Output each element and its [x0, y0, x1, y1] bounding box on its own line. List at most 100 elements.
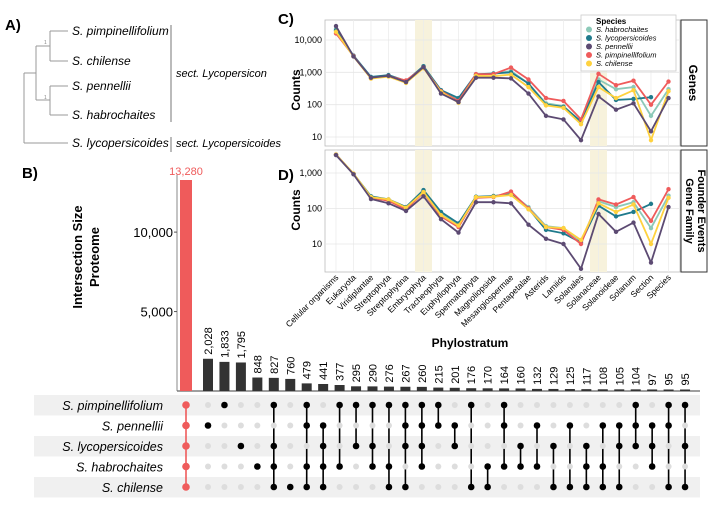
- series-line: [335, 153, 670, 247]
- matrix-dot-empty: [599, 443, 606, 449]
- series-point: [421, 194, 426, 199]
- series-point: [648, 241, 654, 247]
- legend-swatch: [586, 52, 592, 58]
- matrix-dot-empty: [468, 443, 475, 449]
- series-point: [648, 137, 654, 143]
- intersection-bar: [285, 378, 296, 391]
- matrix-dot-filled: [615, 422, 623, 429]
- matrix-dot-filled: [500, 463, 508, 470]
- bar-value-label: 125: [565, 367, 577, 385]
- y-tick-label: 5,000: [140, 305, 173, 320]
- matrix-dot-empty: [237, 402, 244, 408]
- matrix-dot-empty: [221, 443, 228, 449]
- set-label: S. chilense: [102, 481, 163, 495]
- legend-swatch: [586, 60, 592, 67]
- matrix-dot-filled: [303, 463, 311, 470]
- series-point: [631, 96, 636, 102]
- matrix-dot-filled: [221, 401, 228, 409]
- intersection-bar: [416, 386, 427, 391]
- matrix-dot-empty: [517, 422, 524, 429]
- series-point: [526, 81, 531, 86]
- series-point: [368, 75, 374, 80]
- series-point: [473, 75, 479, 80]
- matrix-dot-filled: [665, 401, 672, 409]
- series-point: [456, 223, 461, 228]
- matrix-dot-empty: [237, 463, 244, 470]
- series-point: [386, 73, 391, 79]
- intersection-bar: [647, 389, 658, 391]
- strip-label: Gene Family: [683, 178, 695, 244]
- matrix-dot-empty: [237, 422, 244, 429]
- series-point: [596, 197, 601, 202]
- matrix-dot-filled: [204, 422, 212, 429]
- matrix-dot-empty: [484, 402, 491, 408]
- matrix-dot-filled: [599, 463, 607, 470]
- bar-value-label: 260: [417, 365, 429, 383]
- intersection-bar: [334, 385, 345, 391]
- series-point: [666, 204, 671, 210]
- matrix-dot-empty: [237, 484, 244, 490]
- matrix-dot-empty: [682, 463, 689, 470]
- series-point: [596, 79, 601, 85]
- series-point: [491, 200, 496, 205]
- series-point: [543, 224, 549, 230]
- bar-value-label: 827: [269, 356, 281, 374]
- matrix-dot-filled: [681, 401, 689, 409]
- series-point: [543, 113, 549, 119]
- series-line: [335, 25, 670, 142]
- series-point: [596, 201, 601, 206]
- bar-value-label: 479: [302, 361, 314, 379]
- series-point: [333, 23, 339, 29]
- series-point: [508, 65, 514, 70]
- series-point: [631, 202, 636, 207]
- matrix-dot-filled: [435, 401, 442, 409]
- bar-value-label: 95: [680, 373, 692, 385]
- intersection-bar: [680, 389, 691, 391]
- matrix-dot-filled: [402, 422, 409, 429]
- matrix-dot-filled: [270, 463, 278, 470]
- matrix-dot-filled: [369, 401, 376, 409]
- series-point: [613, 95, 619, 101]
- set-label: S. pimpinellifolium: [62, 399, 163, 413]
- matrix-dot-filled: [517, 442, 524, 450]
- series-point: [351, 172, 356, 177]
- intersection-bar: [351, 386, 362, 391]
- matrix-dot-filled: [648, 463, 656, 470]
- matrix-dot-empty: [418, 484, 425, 490]
- series-point: [561, 231, 566, 236]
- series-point: [613, 107, 619, 112]
- series-point: [333, 152, 339, 158]
- matrix-dot-filled: [319, 442, 327, 450]
- matrix-dot-filled: [632, 442, 639, 450]
- matrix-dot-filled: [583, 483, 590, 491]
- bar-value-label: 160: [516, 366, 528, 384]
- series-point: [648, 95, 654, 100]
- matrix-dot-filled: [270, 442, 278, 450]
- series-point: [526, 84, 531, 90]
- bar-value-label: 377: [335, 363, 347, 381]
- matrix-dot-filled: [369, 442, 376, 450]
- series-point: [666, 79, 671, 84]
- intersection-bar: [466, 388, 477, 391]
- series-point: [631, 101, 636, 106]
- matrix-dot-filled: [237, 442, 245, 450]
- set-label: S. habrochaites: [76, 461, 163, 475]
- intersection-bars: 13,280 2,028 1,833 1,795 848 827 760 479 441 377 2…: [169, 166, 692, 391]
- matrix-dot-empty: [566, 402, 573, 408]
- matrix-dot-empty: [221, 484, 228, 490]
- matrix-dot-filled: [550, 483, 557, 491]
- matrix-dot-filled: [648, 422, 656, 429]
- series-point: [596, 84, 601, 90]
- matrix-dot-filled: [182, 401, 190, 409]
- y-tick-label: 1,000: [299, 67, 322, 77]
- series-point: [613, 83, 619, 88]
- matrix-row-stripe: [34, 436, 700, 457]
- matrix-dot-empty: [583, 402, 590, 408]
- matrix-dot-empty: [534, 443, 540, 449]
- series-point: [666, 195, 671, 201]
- bar-value-label: 1,833: [219, 330, 231, 358]
- intersection-bar: [614, 389, 625, 391]
- matrix-row-stripe: [34, 477, 700, 498]
- bar-value-label: 105: [614, 367, 626, 385]
